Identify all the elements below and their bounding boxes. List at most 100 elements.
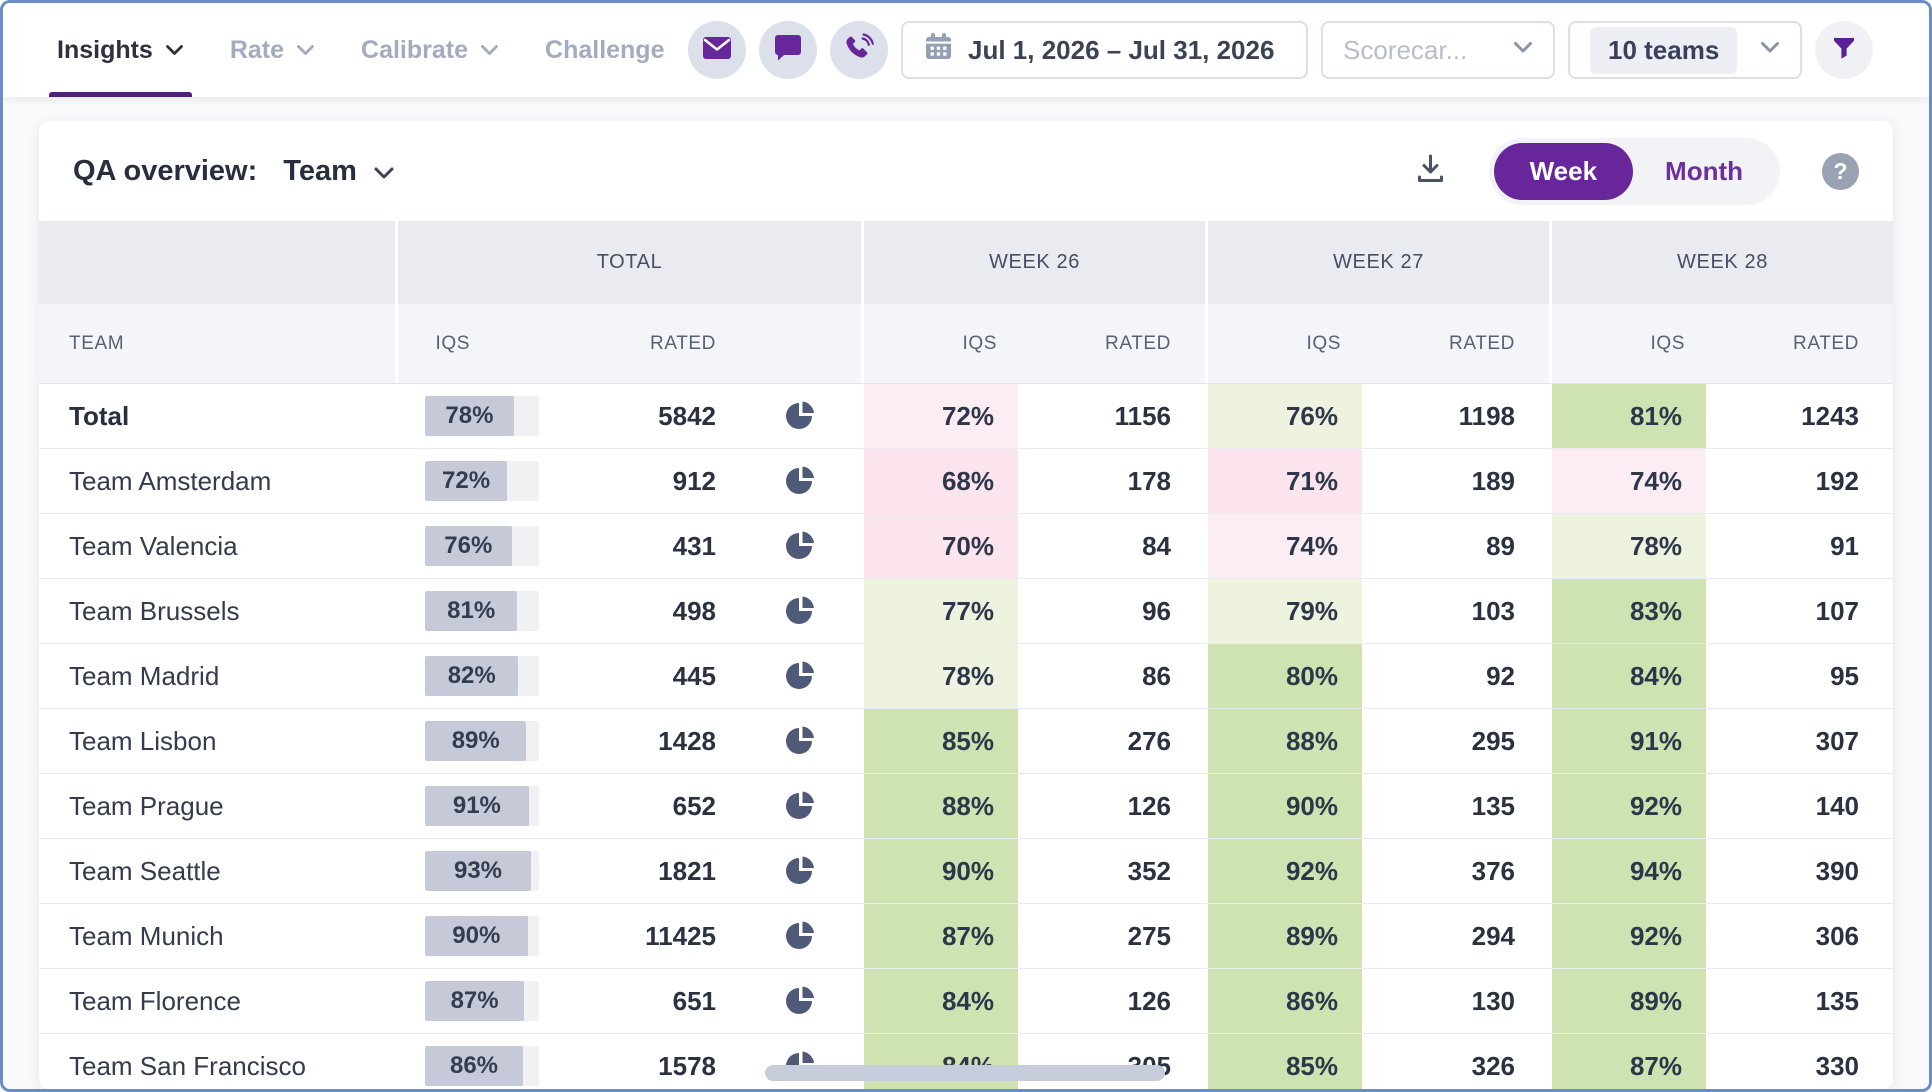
total-rated-value: 498: [672, 595, 716, 626]
week-rated-cell: 294: [1471, 920, 1515, 951]
column-header-rated: RATED: [558, 304, 738, 383]
group-header-week-27: WEEK 27: [1205, 221, 1549, 304]
column-header-iqs: IQS: [1205, 304, 1365, 383]
table-column-header-row: TEAM IQS RATED IQS RATED IQS RATED IQS R…: [39, 304, 1893, 384]
team-name: Team Brussels: [69, 595, 240, 626]
iqs-value: 90%: [452, 922, 501, 949]
week-rated-cell: 130: [1471, 985, 1515, 1016]
iqs-progress-bar: 82%: [425, 656, 539, 696]
nav-label: Rate: [229, 35, 285, 64]
rated-breakdown-cell: [738, 969, 861, 1033]
total-iqs-cell: 91%: [395, 774, 558, 838]
total-rated-value: 1428: [658, 725, 716, 756]
week-rated-cell: 126: [1127, 790, 1171, 821]
nav-item-rate[interactable]: Rate: [230, 3, 315, 97]
pie-chart-icon[interactable]: [783, 789, 817, 823]
nav-item-challenge[interactable]: Challenge: [545, 3, 664, 97]
table-row: Team Prague 91% 652 88% 126 90% 135 92% 140: [39, 774, 1893, 839]
group-header-week-28: WEEK 28: [1549, 221, 1893, 304]
total-iqs-cell: 82%: [395, 644, 558, 708]
toggle-week-button[interactable]: Week: [1493, 142, 1634, 200]
week-iqs-cell: 84%: [861, 969, 1021, 1033]
rated-breakdown-cell: [738, 774, 861, 838]
week-rated-cell: 275: [1127, 920, 1171, 951]
week-iqs-cell: 87%: [1549, 1034, 1709, 1089]
group-by-select[interactable]: Team: [283, 155, 395, 188]
week-rated-cell: 376: [1471, 855, 1515, 886]
pie-chart-icon[interactable]: [783, 984, 817, 1018]
iqs-value: 91%: [452, 792, 501, 819]
teams-filter-select[interactable]: 10 teams: [1568, 21, 1802, 79]
team-name: Team Prague: [69, 790, 224, 821]
horizontal-scrollbar-thumb[interactable]: [765, 1065, 1165, 1081]
total-rated-value: 651: [672, 985, 716, 1016]
week-iqs-cell: 70%: [861, 514, 1021, 578]
question-mark-icon: ?: [1833, 157, 1848, 184]
pie-chart-icon[interactable]: [783, 919, 817, 953]
week-iqs-cell: 74%: [1205, 514, 1365, 578]
total-iqs-cell: 90%: [395, 904, 558, 968]
week-iqs-cell: 79%: [1205, 579, 1365, 643]
chat-button[interactable]: [759, 21, 817, 79]
download-button[interactable]: [1414, 152, 1447, 190]
total-iqs-cell: 76%: [395, 514, 558, 578]
nav-item-insights[interactable]: Insights: [49, 3, 192, 97]
filter-funnel-icon: [1830, 34, 1858, 67]
chevron-down-icon: [1513, 41, 1533, 59]
total-rated-value: 1578: [658, 1050, 716, 1081]
help-button[interactable]: ?: [1822, 152, 1859, 190]
iqs-progress-bar: 91%: [425, 786, 539, 826]
rated-breakdown-cell: [738, 709, 861, 773]
call-button[interactable]: [830, 21, 888, 79]
week-rated-cell: 84: [1142, 530, 1171, 561]
column-header-team: TEAM: [39, 304, 395, 383]
phone-icon: [844, 32, 874, 68]
week-iqs-cell: 72%: [861, 384, 1021, 448]
table-row: Team Munich 90% 11425 87% 275 89% 294 92% 306: [39, 904, 1893, 969]
pie-chart-icon[interactable]: [783, 529, 817, 563]
top-navigation-bar: Insights Rate Calibrate Challenge: [3, 3, 1929, 97]
group-by-value: Team: [283, 154, 357, 187]
nav-item-calibrate[interactable]: Calibrate: [361, 3, 499, 97]
column-header-iqs: IQS: [395, 304, 558, 383]
date-range-picker[interactable]: Jul 1, 2026 – Jul 31, 2026: [901, 21, 1308, 79]
pie-chart-icon[interactable]: [783, 854, 817, 888]
week-rated-cell: 189: [1471, 465, 1515, 496]
pie-chart-icon[interactable]: [783, 594, 817, 628]
pie-chart-icon[interactable]: [783, 659, 817, 693]
pie-chart-icon[interactable]: [783, 399, 817, 433]
week-iqs-cell: 78%: [861, 644, 1021, 708]
team-name: Team Amsterdam: [69, 465, 272, 496]
week-iqs-cell: 85%: [861, 709, 1021, 773]
pie-chart-icon[interactable]: [783, 464, 817, 498]
week-iqs-cell: 88%: [1205, 709, 1365, 773]
total-rated-value: 912: [672, 465, 716, 496]
pie-chart-icon[interactable]: [783, 724, 817, 758]
iqs-value: 72%: [442, 467, 491, 494]
team-name: Team Seattle: [69, 855, 221, 886]
total-rated-value: 5842: [658, 400, 716, 431]
toggle-month-button[interactable]: Month: [1633, 143, 1775, 200]
week-rated-cell: 95: [1830, 660, 1859, 691]
email-button[interactable]: [688, 21, 746, 79]
iqs-value: 87%: [450, 987, 499, 1014]
iqs-value: 78%: [445, 402, 494, 429]
rated-breakdown-cell: [738, 839, 861, 903]
week-iqs-cell: 74%: [1549, 449, 1709, 513]
iqs-value: 81%: [447, 597, 496, 624]
scorecard-placeholder: Scorecar...: [1343, 34, 1468, 65]
week-iqs-cell: 92%: [1205, 839, 1365, 903]
team-name: Team San Francisco: [69, 1050, 306, 1081]
iqs-value: 82%: [447, 662, 496, 689]
download-icon: [1414, 152, 1447, 190]
filter-button[interactable]: [1815, 21, 1873, 79]
week-iqs-cell: 91%: [1549, 709, 1709, 773]
week-iqs-cell: 86%: [1205, 969, 1365, 1033]
team-name: Team Madrid: [69, 660, 220, 691]
week-rated-cell: 276: [1127, 725, 1171, 756]
week-rated-cell: 1243: [1801, 400, 1859, 431]
week-rated-cell: 86: [1142, 660, 1171, 691]
scorecard-select[interactable]: Scorecar...: [1321, 21, 1555, 79]
week-rated-cell: 89: [1486, 530, 1515, 561]
